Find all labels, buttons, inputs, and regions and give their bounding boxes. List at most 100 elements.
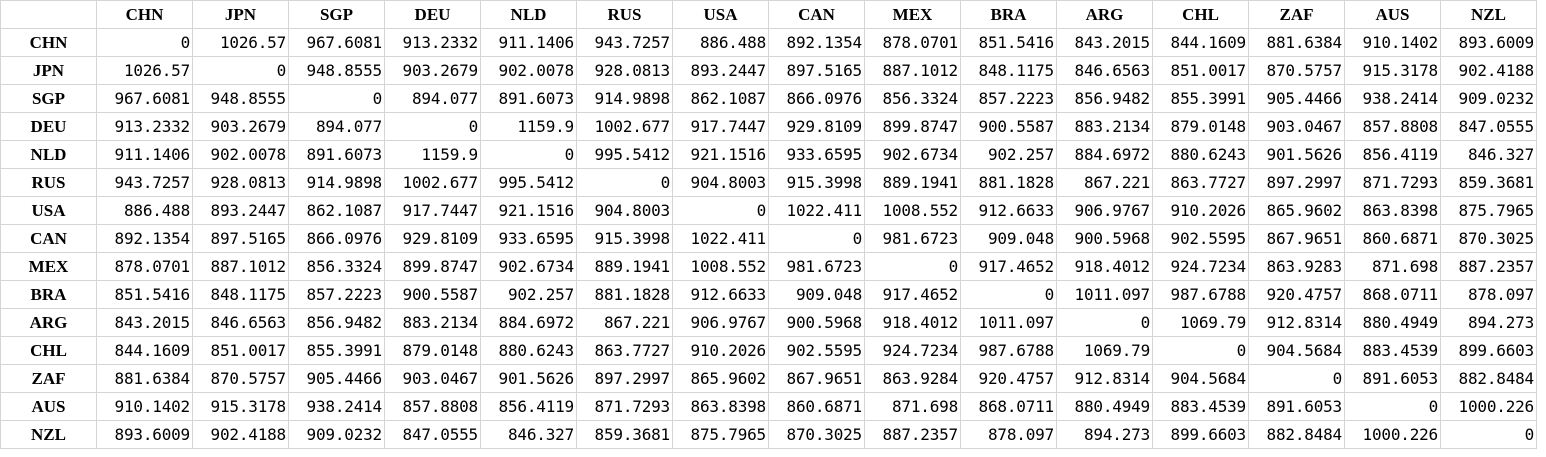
data-cell[interactable]: 866.0976 — [288, 224, 385, 253]
data-cell[interactable]: 903.2679 — [192, 112, 289, 141]
data-cell[interactable]: 918.4012 — [864, 308, 961, 337]
data-cell[interactable]: 0 — [864, 252, 961, 281]
data-cell[interactable]: 875.7965 — [1440, 196, 1537, 225]
data-cell[interactable]: 892.1354 — [96, 224, 193, 253]
data-cell[interactable]: 871.698 — [1344, 252, 1441, 281]
data-cell[interactable]: 1002.677 — [384, 168, 481, 197]
column-header-cell[interactable]: DEU — [384, 0, 481, 29]
data-cell[interactable]: 880.6243 — [480, 336, 577, 365]
data-cell[interactable]: 900.5587 — [960, 112, 1057, 141]
data-cell[interactable]: 897.5165 — [768, 56, 865, 85]
data-cell[interactable]: 1069.79 — [1056, 336, 1153, 365]
data-cell[interactable]: 1002.677 — [576, 112, 673, 141]
data-cell[interactable]: 981.6723 — [864, 224, 961, 253]
data-cell[interactable]: 967.6081 — [288, 28, 385, 57]
data-cell[interactable]: 0 — [1056, 308, 1153, 337]
data-cell[interactable]: 913.2332 — [96, 112, 193, 141]
data-cell[interactable]: 0 — [480, 140, 577, 169]
data-cell[interactable]: 856.4119 — [1344, 140, 1441, 169]
data-cell[interactable]: 899.6603 — [1440, 336, 1537, 365]
data-cell[interactable]: 909.048 — [768, 280, 865, 309]
data-cell[interactable]: 902.5595 — [1152, 224, 1249, 253]
data-cell[interactable]: 856.3324 — [288, 252, 385, 281]
column-header-cell[interactable]: USA — [672, 0, 769, 29]
row-header-cell[interactable]: ZAF — [0, 364, 97, 393]
corner-cell[interactable] — [0, 0, 97, 29]
data-cell[interactable]: 867.221 — [576, 308, 673, 337]
data-cell[interactable]: 1022.411 — [672, 224, 769, 253]
data-cell[interactable]: 0 — [384, 112, 481, 141]
data-cell[interactable]: 906.9767 — [672, 308, 769, 337]
data-cell[interactable]: 899.8747 — [384, 252, 481, 281]
data-cell[interactable]: 914.9898 — [288, 168, 385, 197]
data-cell[interactable]: 921.1516 — [480, 196, 577, 225]
data-cell[interactable]: 1000.226 — [1344, 420, 1441, 449]
data-cell[interactable]: 894.273 — [1440, 308, 1537, 337]
data-cell[interactable]: 891.6053 — [1344, 364, 1441, 393]
data-cell[interactable]: 948.8555 — [288, 56, 385, 85]
data-cell[interactable]: 863.9284 — [864, 364, 961, 393]
column-header-cell[interactable]: NLD — [480, 0, 577, 29]
row-header-cell[interactable]: SGP — [0, 84, 97, 113]
data-cell[interactable]: 1008.552 — [864, 196, 961, 225]
data-cell[interactable]: 915.3998 — [576, 224, 673, 253]
data-cell[interactable]: 1008.552 — [672, 252, 769, 281]
data-cell[interactable]: 0 — [1440, 420, 1537, 449]
data-cell[interactable]: 1026.57 — [192, 28, 289, 57]
data-cell[interactable]: 912.6633 — [960, 196, 1057, 225]
data-cell[interactable]: 857.8808 — [1344, 112, 1441, 141]
data-cell[interactable]: 943.7257 — [576, 28, 673, 57]
data-cell[interactable]: 933.6595 — [768, 140, 865, 169]
data-cell[interactable]: 920.4757 — [1248, 280, 1345, 309]
data-cell[interactable]: 883.4539 — [1152, 392, 1249, 421]
data-cell[interactable]: 911.1406 — [480, 28, 577, 57]
column-header-cell[interactable]: JPN — [192, 0, 289, 29]
data-cell[interactable]: 887.1012 — [192, 252, 289, 281]
data-cell[interactable]: 903.0467 — [1248, 112, 1345, 141]
data-cell[interactable]: 0 — [768, 224, 865, 253]
data-cell[interactable]: 924.7234 — [1152, 252, 1249, 281]
data-cell[interactable]: 967.6081 — [96, 84, 193, 113]
data-cell[interactable]: 865.9602 — [672, 364, 769, 393]
row-header-cell[interactable]: CHL — [0, 336, 97, 365]
data-cell[interactable]: 899.6603 — [1152, 420, 1249, 449]
data-cell[interactable]: 868.0711 — [960, 392, 1057, 421]
data-cell[interactable]: 862.1087 — [288, 196, 385, 225]
data-cell[interactable]: 920.4757 — [960, 364, 1057, 393]
column-header-cell[interactable]: CHL — [1152, 0, 1249, 29]
data-cell[interactable]: 902.5595 — [768, 336, 865, 365]
data-cell[interactable]: 911.1406 — [96, 140, 193, 169]
data-cell[interactable]: 863.8398 — [672, 392, 769, 421]
data-cell[interactable]: 905.4466 — [1248, 84, 1345, 113]
column-header-cell[interactable]: AUS — [1344, 0, 1441, 29]
data-cell[interactable]: 851.5416 — [960, 28, 1057, 57]
column-header-cell[interactable]: BRA — [960, 0, 1057, 29]
data-cell[interactable]: 943.7257 — [96, 168, 193, 197]
data-cell[interactable]: 883.2134 — [1056, 112, 1153, 141]
data-cell[interactable]: 846.6563 — [192, 308, 289, 337]
data-cell[interactable]: 893.2447 — [192, 196, 289, 225]
data-cell[interactable]: 902.257 — [480, 280, 577, 309]
data-cell[interactable]: 0 — [576, 168, 673, 197]
data-cell[interactable]: 880.6243 — [1152, 140, 1249, 169]
data-cell[interactable]: 904.8003 — [672, 168, 769, 197]
column-header-cell[interactable]: ARG — [1056, 0, 1153, 29]
data-cell[interactable]: 847.0555 — [1440, 112, 1537, 141]
data-cell[interactable]: 856.9482 — [288, 308, 385, 337]
data-cell[interactable]: 909.048 — [960, 224, 1057, 253]
data-cell[interactable]: 909.0232 — [288, 420, 385, 449]
data-cell[interactable]: 915.3178 — [192, 392, 289, 421]
data-cell[interactable]: 865.9602 — [1248, 196, 1345, 225]
row-header-cell[interactable]: USA — [0, 196, 97, 225]
data-cell[interactable]: 995.5412 — [576, 140, 673, 169]
data-cell[interactable]: 860.6871 — [768, 392, 865, 421]
data-cell[interactable]: 924.7234 — [864, 336, 961, 365]
data-cell[interactable]: 870.3025 — [1440, 224, 1537, 253]
data-cell[interactable]: 902.0078 — [480, 56, 577, 85]
data-cell[interactable]: 987.6788 — [1152, 280, 1249, 309]
data-cell[interactable]: 914.9898 — [576, 84, 673, 113]
data-cell[interactable]: 878.097 — [960, 420, 1057, 449]
data-cell[interactable]: 910.2026 — [672, 336, 769, 365]
column-header-cell[interactable]: NZL — [1440, 0, 1537, 29]
data-cell[interactable]: 859.3681 — [576, 420, 673, 449]
